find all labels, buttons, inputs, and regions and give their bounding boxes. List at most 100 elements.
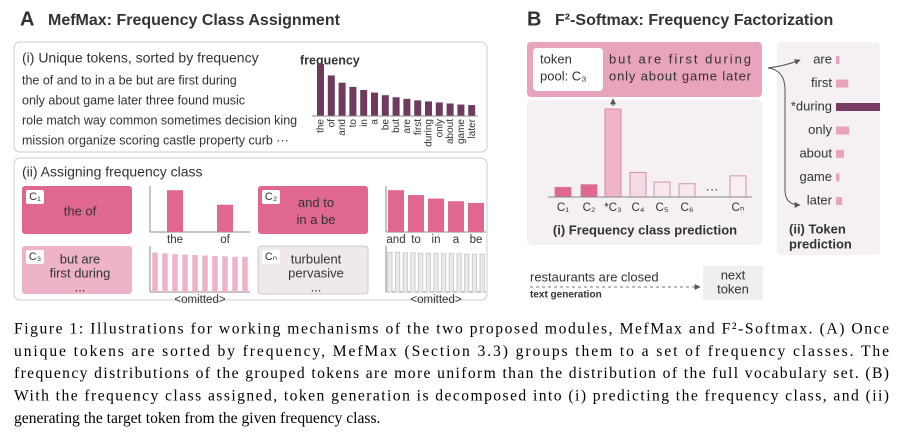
class-id: Cₙ (265, 251, 277, 263)
bar (418, 252, 424, 293)
token-label: *during (791, 98, 832, 113)
bar (381, 95, 389, 116)
bar (192, 255, 198, 292)
bar-label: of (220, 234, 230, 246)
class-id: C₃ (29, 251, 41, 263)
x-tick-label: C₆ (681, 202, 694, 214)
context-text: restaurants are closed (530, 269, 659, 284)
bar-label: <omitted> (174, 294, 225, 306)
section-heading: (i) Unique tokens, sorted by frequency (22, 50, 259, 66)
class-tokens: in a be (296, 212, 335, 227)
token-list: mission organize scoring castle property… (22, 133, 289, 147)
x-tick-label: are (402, 119, 413, 134)
bar (836, 56, 840, 64)
bar (554, 186, 572, 198)
x-tick-label: C₁ (557, 202, 569, 214)
bar (836, 150, 844, 158)
x-tick-label: C₂ (583, 202, 596, 214)
bar (410, 252, 416, 293)
caption-line: unique tokens are sorted by frequency, M… (14, 343, 889, 360)
panel-caption: (ii) Token (789, 221, 846, 236)
x-tick-label: C₄ (632, 202, 645, 214)
bar (414, 100, 422, 116)
class-tokens: and to (298, 195, 334, 210)
class-box (257, 245, 369, 295)
x-tick-label: a (370, 119, 381, 125)
x-tick-label: only (434, 119, 445, 137)
x-tick-label: C₅ (656, 202, 669, 214)
bar-label: be (470, 234, 483, 246)
bar (464, 253, 470, 293)
bar (222, 256, 228, 292)
bar (425, 252, 431, 293)
bar (162, 253, 168, 292)
ellipsis: ··· (706, 181, 719, 196)
next-token: token (717, 281, 749, 296)
class-tokens: but are (60, 251, 100, 266)
bar (678, 183, 696, 198)
caption-line: Figure 1: Illustrations for working mech… (14, 321, 889, 338)
bar (232, 256, 238, 292)
bar (425, 101, 432, 116)
bar (394, 251, 401, 293)
bar (212, 255, 218, 292)
x-tick-label: and (337, 119, 348, 136)
class-id-box (262, 250, 280, 264)
bar (349, 86, 357, 116)
class-id: C₁ (29, 191, 41, 203)
class-tokens: ... (311, 279, 322, 294)
bar (580, 184, 598, 198)
caption-line: frequency distributions of the grouped t… (14, 365, 889, 382)
bar-label: in (432, 234, 441, 246)
panel-caption: (i) Frequency class prediction (553, 222, 737, 237)
pool-label: token (540, 51, 572, 66)
token-list: the of and to in a be but are first duri… (22, 73, 237, 87)
bar (317, 64, 324, 116)
bar (446, 103, 454, 116)
arrow (767, 67, 801, 208)
bar (152, 252, 158, 292)
token-pool-label-box (533, 48, 603, 91)
x-tick-label: Cₙ (732, 202, 745, 214)
token-list: only about game later three found music (22, 93, 245, 107)
bar-label: to (411, 234, 421, 246)
bar (653, 181, 671, 198)
x-tick-label: but (391, 119, 402, 133)
class-box (22, 186, 132, 234)
token-label: about (799, 145, 832, 160)
x-tick-label: in (359, 119, 370, 127)
panel-caption: prediction (789, 236, 852, 251)
bar (392, 97, 400, 116)
next-token: next (721, 267, 746, 282)
bar (448, 201, 464, 232)
bar (729, 175, 747, 198)
bar (217, 204, 233, 232)
class-box (258, 186, 368, 234)
bar-label: a (453, 234, 460, 246)
token-label: later (807, 192, 833, 207)
bar (836, 79, 849, 88)
bar-label: and (386, 234, 405, 246)
class-id-box (26, 250, 44, 264)
bar (360, 90, 368, 116)
panel-box (13, 41, 488, 153)
x-tick-label: first (413, 119, 424, 135)
bar (456, 253, 462, 293)
chart-title: frequency (300, 53, 360, 67)
bar (402, 252, 408, 293)
class-tokens: first during (50, 265, 111, 280)
token-list: role match way common sometimes decision… (22, 113, 297, 127)
bar (448, 253, 454, 293)
class-tokens: turbulent (291, 251, 342, 266)
bar (471, 253, 478, 293)
bar (387, 251, 393, 293)
generation-label: text generation (530, 290, 602, 301)
panel-title: F²-Softmax: Frequency Factorization (555, 12, 833, 29)
caption-line: With the frequency class assigned, token… (14, 387, 889, 404)
x-tick-label: later (467, 118, 478, 138)
class-box (22, 246, 132, 294)
x-tick-label: *C₃ (604, 202, 622, 214)
token-label: first (811, 75, 832, 90)
bar (182, 254, 188, 292)
